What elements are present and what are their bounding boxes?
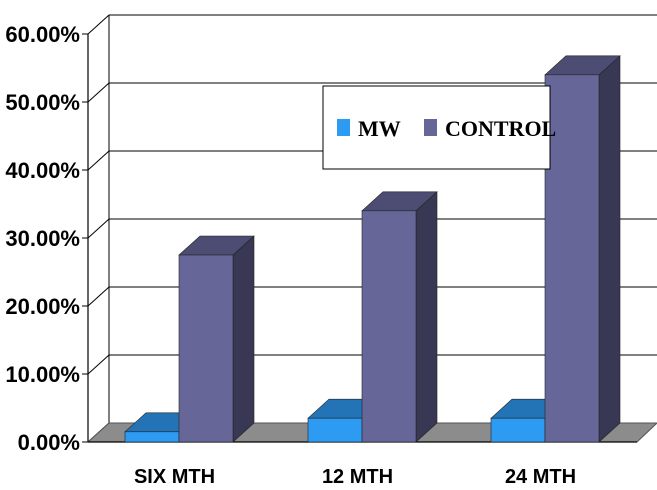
y-tick-label: 20.00% — [5, 294, 80, 319]
bar-control-1 — [361, 191, 438, 443]
legend-swatch-mw — [337, 119, 350, 136]
y-tick-label: 0.00% — [18, 430, 80, 455]
bar-control-2 — [544, 55, 621, 443]
bar-control-0 — [178, 235, 255, 443]
y-tick-label: 30.00% — [5, 226, 80, 251]
bar-front — [490, 417, 546, 443]
y-tick-label: 60.00% — [5, 22, 80, 47]
y-tick-label: 10.00% — [5, 362, 80, 387]
y-tick-label: 40.00% — [5, 158, 80, 183]
x-category-label: 24 MTH — [505, 466, 576, 488]
side-gridline — [87, 14, 110, 35]
y-axis-tick-labels: 0.00% 10.00% 20.00% 30.00% 40.00% 50.00% 60.00… — [5, 22, 88, 455]
x-axis-category-labels: SIX MTH 12 MTH 24 MTH — [134, 466, 576, 488]
legend: MW CONTROL — [322, 85, 556, 170]
legend-label-mw: MW — [358, 116, 401, 141]
legend-label-control: CONTROL — [445, 116, 556, 141]
side-gridline — [87, 150, 110, 171]
x-category-label: SIX MTH — [134, 466, 215, 488]
bar-side — [598, 55, 621, 443]
bar-series — [124, 55, 621, 443]
bar-side — [415, 191, 438, 443]
x-category-label: 12 MTH — [322, 466, 393, 488]
bar-side — [232, 235, 255, 443]
bar-front — [124, 431, 180, 443]
bar-front — [178, 254, 234, 443]
y-tick-label: 50.00% — [5, 90, 80, 115]
side-gridline — [87, 82, 110, 103]
side-gridline — [87, 354, 110, 375]
bar-front — [544, 74, 600, 443]
legend-swatch-control — [424, 119, 437, 136]
bar-front — [307, 417, 363, 443]
bar-front — [361, 210, 417, 443]
side-gridline — [87, 286, 110, 307]
side-gridline — [87, 218, 110, 239]
